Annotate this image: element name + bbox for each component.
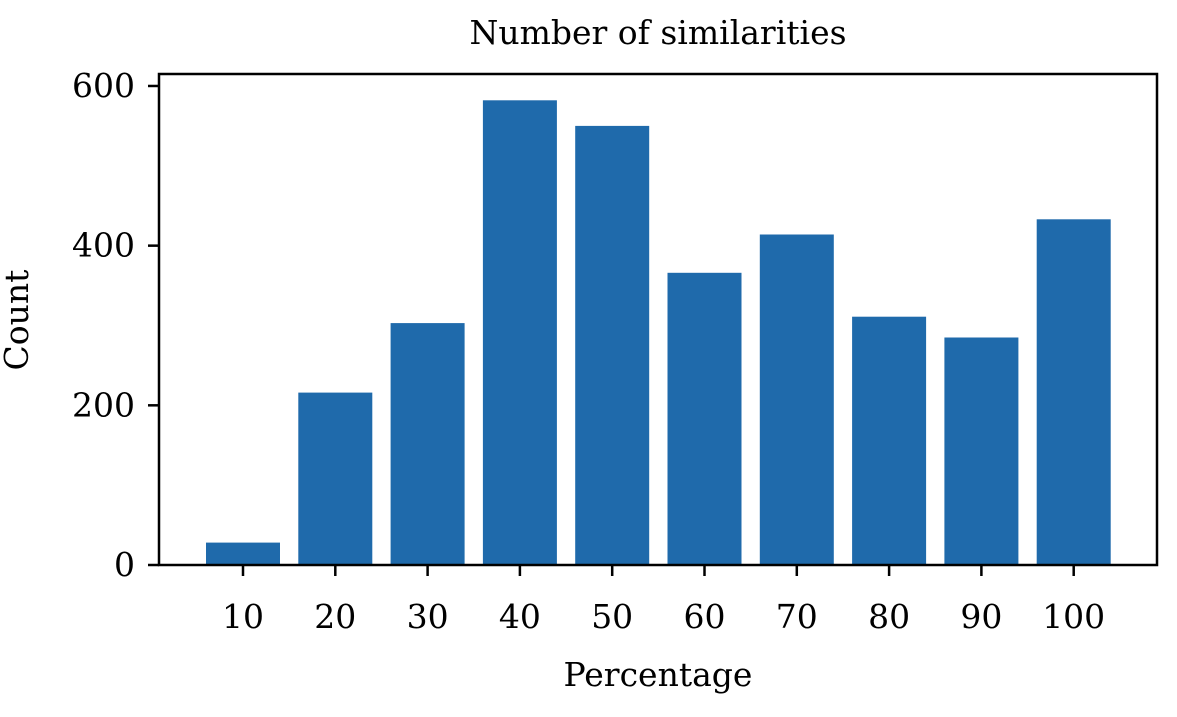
bar-70	[759, 234, 834, 565]
x-tick-label: 90	[960, 597, 1002, 636]
y-tick-label: 600	[72, 66, 135, 105]
x-tick-label: 80	[868, 597, 910, 636]
x-tick-label: 40	[499, 597, 541, 636]
x-tick-label: 10	[222, 597, 264, 636]
bar-10	[206, 542, 280, 565]
x-tick-label: 100	[1042, 597, 1105, 636]
bar-30	[390, 323, 465, 565]
x-tick-label: 60	[684, 597, 726, 636]
x-tick-label: 20	[314, 597, 356, 636]
y-tick-label: 200	[72, 385, 135, 424]
y-tick-label: 0	[114, 545, 135, 584]
bars-group	[206, 100, 1111, 566]
y-axis-title: Count	[0, 270, 36, 371]
chart-title: Number of similarities	[469, 13, 846, 52]
y-tick-label: 400	[72, 226, 135, 265]
bar-90	[944, 337, 1019, 565]
y-axis: 0 200 400 600	[72, 66, 159, 584]
bar-100	[1036, 219, 1111, 566]
bar-50	[575, 125, 650, 566]
bar-40	[482, 100, 557, 566]
bar-60	[667, 272, 742, 565]
x-tick-label: 70	[776, 597, 818, 636]
x-axis: 10 20 30 40 50 60 70 80 90 100	[222, 565, 1105, 636]
bar-20	[298, 392, 373, 565]
x-tick-label: 30	[407, 597, 449, 636]
plot-frame	[157, 72, 1159, 567]
x-tick-label: 50	[591, 597, 633, 636]
x-axis-title: Percentage	[564, 655, 753, 694]
bar-80	[852, 316, 927, 565]
